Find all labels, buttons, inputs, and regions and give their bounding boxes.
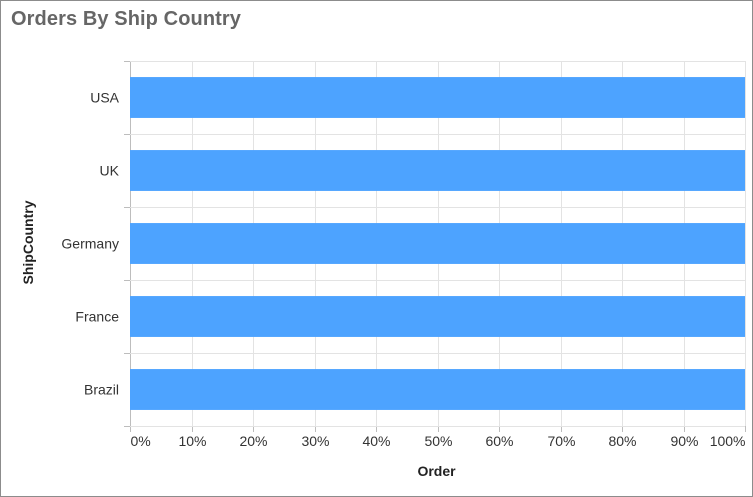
x-tick-label: 10% [178,433,206,449]
bar-germany[interactable] [130,223,745,264]
bar-usa[interactable] [130,77,745,118]
x-tick-label: 20% [239,433,267,449]
y-tick-label: Germany [61,236,119,252]
bar-france[interactable] [130,296,745,337]
x-tick-label: 60% [485,433,513,449]
bar-brazil[interactable] [130,369,745,410]
x-tick-label: 100% [710,433,746,449]
bars [130,77,745,410]
x-tick-labels: 0% 10% 20% 30% 40% 50% 60% 70% 80% 90% 100% [131,433,746,449]
y-tick-label: Brazil [84,382,119,398]
y-axis-title: ShipCountry [20,200,36,284]
y-tick-label: France [75,309,119,325]
x-tick-label: 90% [670,433,698,449]
x-tick-label: 30% [301,433,329,449]
y-tick-label: UK [100,163,120,179]
x-tick-label: 80% [608,433,636,449]
x-tick-label: 0% [131,433,151,449]
y-tick-labels: USA UK Germany France Brazil [61,90,119,398]
x-tick-label: 40% [362,433,390,449]
x-axis-title: Order [417,463,456,479]
x-tick-label: 70% [547,433,575,449]
chart-title: Orders By Ship Country [11,8,242,30]
bar-uk[interactable] [130,150,745,191]
x-tick-label: 50% [424,433,452,449]
y-tick-label: USA [90,90,119,106]
